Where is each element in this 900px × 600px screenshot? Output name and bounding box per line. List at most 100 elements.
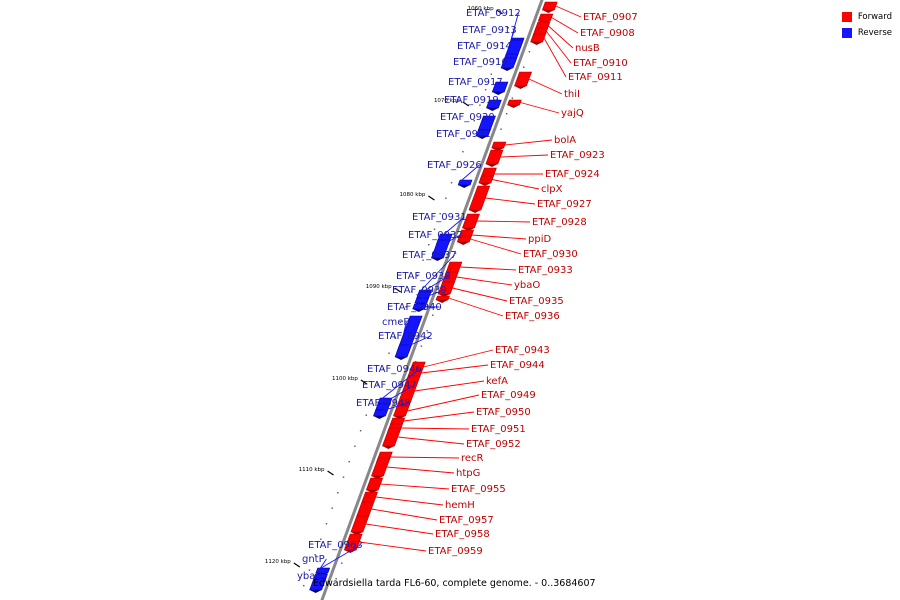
forward-swatch (841, 12, 852, 22)
gene-label-ETAF_0917[interactable]: ETAF_0917 (448, 77, 503, 88)
gene-label-ETAF_0938[interactable]: ETAF_0938 (396, 271, 451, 282)
gene-label-ETAF_0910[interactable]: ETAF_0910 (573, 58, 628, 69)
gene-arrow (371, 476, 384, 479)
gene-label-yajQ[interactable]: yajQ (561, 108, 584, 119)
gene-label-ETAF_0916[interactable]: ETAF_0916 (453, 57, 508, 68)
tick-mark (394, 287, 401, 293)
gene-label-ppiD[interactable]: ppiD (528, 234, 551, 245)
gene-label-ETAF_0939[interactable]: ETAF_0939 (392, 285, 447, 296)
scale-dot (432, 314, 434, 316)
gene-label-ETAF_0923[interactable]: ETAF_0923 (550, 150, 605, 161)
scale-dot (320, 538, 322, 540)
gene-label-ETAF_0949[interactable]: ETAF_0949 (481, 390, 536, 401)
gene-label-ETAF_0952[interactable]: ETAF_0952 (466, 439, 521, 450)
gene-label-ETAF_0943[interactable]: ETAF_0943 (495, 345, 550, 356)
leader-line (390, 456, 460, 459)
gene-label-hemH[interactable]: hemH (445, 500, 475, 511)
gene-label-ETAF_0921[interactable]: ETAF_0921 (436, 129, 491, 140)
gene-arrow (382, 446, 395, 449)
gene-label-ETAF_0955[interactable]: ETAF_0955 (451, 484, 506, 495)
gene-label-bolA[interactable]: bolA (554, 135, 576, 146)
scale-dot (314, 554, 316, 556)
gene-label-ETAF_0920[interactable]: ETAF_0920 (440, 112, 495, 123)
gene-label-ybaO[interactable]: ybaO (514, 280, 540, 291)
gene-label-ETAF_0908[interactable]: ETAF_0908 (580, 28, 635, 39)
scale-dot (359, 430, 362, 432)
gene-label-ETAF_0951[interactable]: ETAF_0951 (471, 424, 526, 435)
gene-label-ETAF_0947[interactable]: ETAF_0947 (362, 380, 417, 391)
gene-label-ETAF_0936[interactable]: ETAF_0936 (505, 311, 560, 322)
gene-block-bolA (491, 141, 507, 149)
scale-dot (511, 97, 514, 99)
gene-label-ETAF_0930[interactable]: ETAF_0930 (523, 249, 578, 260)
gene-label-ETAF_0950[interactable]: ETAF_0950 (476, 407, 531, 418)
scale-dot (500, 128, 502, 130)
scale-dot (422, 259, 424, 261)
gene-label-ETAF_0928[interactable]: ETAF_0928 (532, 217, 587, 228)
leader-line (487, 99, 497, 105)
gene-label-cmeB[interactable]: cmeB (382, 317, 410, 328)
leader-line (460, 266, 517, 271)
gene-label-ETAF_0937[interactable]: ETAF_0937 (402, 250, 457, 261)
gene-arrow (542, 10, 555, 13)
leader-line (503, 45, 510, 60)
gene-label-ETAF_0940[interactable]: ETAF_0940 (387, 302, 442, 313)
leader-line (458, 164, 480, 183)
gene-label-kefA[interactable]: kefA (486, 376, 508, 387)
gene-block-ETAF_0907 (541, 1, 558, 11)
gene-label-ETAF_0924[interactable]: ETAF_0924 (545, 169, 600, 180)
gene-label-ETAF_0946[interactable]: ETAF_0946 (367, 364, 422, 375)
gene-arrow (491, 148, 504, 151)
gene-label-ETAF_0935[interactable]: ETAF_0935 (509, 296, 564, 307)
gene-label-ETAF_0933[interactable]: ETAF_0933 (518, 265, 573, 276)
leader-line (546, 31, 572, 64)
gene-label-htpG[interactable]: htpG (456, 468, 480, 479)
gene-arrow (530, 42, 543, 45)
leader-line (492, 179, 540, 190)
gene-arrow (507, 105, 520, 108)
gene-label-ETAF_0959[interactable]: ETAF_0959 (428, 546, 483, 557)
gene-label-ETAF_0963[interactable]: ETAF_0963 (308, 540, 363, 551)
scale-dot (428, 244, 430, 246)
gene-arrow (476, 136, 489, 139)
scale-dot (416, 275, 419, 277)
gene-label-ETAF_0912[interactable]: ETAF_0912 (466, 8, 521, 19)
gene-label-ETAF_0957[interactable]: ETAF_0957 (439, 515, 494, 526)
gene-label-ETAF_0942[interactable]: ETAF_0942 (378, 331, 433, 342)
gene-label-gntP[interactable]: gntP (302, 554, 325, 565)
scale-dot (371, 399, 373, 401)
gene-label-nusB[interactable]: nusB (575, 43, 600, 54)
scale-dot (433, 228, 436, 230)
gene-label-ETAF_0914[interactable]: ETAF_0914 (457, 41, 512, 52)
leader-line (403, 411, 475, 422)
scale-dot (490, 73, 493, 75)
gene-block-ETAF_0936 (435, 295, 450, 301)
gene-arrow (344, 550, 357, 553)
leader-line (314, 558, 327, 578)
gene-label-ETAF_0958[interactable]: ETAF_0958 (435, 529, 490, 540)
gene-label-ETAF_0932[interactable]: ETAF_0932 (408, 230, 463, 241)
gene-label-ETAF_0926[interactable]: ETAF_0926 (427, 160, 482, 171)
scale-dot (354, 445, 356, 447)
gene-label-ETAF_0927[interactable]: ETAF_0927 (537, 199, 592, 210)
gene-label-clpX[interactable]: clpX (541, 184, 563, 195)
gene-arrow (486, 108, 499, 111)
gene-label-ETAF_0913[interactable]: ETAF_0913 (462, 25, 517, 36)
scale-dot (473, 120, 475, 122)
gene-label-ybaP[interactable]: ybaP (297, 571, 321, 582)
gene-label-ETAF_0919[interactable]: ETAF_0919 (444, 95, 499, 106)
scale-dot (376, 383, 379, 385)
gene-label-recR[interactable]: recR (461, 453, 484, 464)
gene-label-ETAF_0911[interactable]: ETAF_0911 (568, 72, 623, 83)
gene-label-ETAF_0931[interactable]: ETAF_0931 (412, 212, 467, 223)
leader-line (493, 81, 501, 88)
scale-dot (420, 345, 423, 347)
gene-label-thiI[interactable]: thiI (564, 89, 580, 100)
gene-label-ETAF_0948[interactable]: ETAF_0948 (356, 398, 411, 409)
legend-forward-label: Forward (857, 12, 892, 22)
gene-label-ETAF_0944[interactable]: ETAF_0944 (490, 360, 545, 371)
gene-arrow (468, 210, 481, 213)
gene-block-ETAF_0923 (485, 149, 504, 165)
leader-line (415, 289, 445, 301)
gene-label-ETAF_0907[interactable]: ETAF_0907 (583, 12, 638, 23)
